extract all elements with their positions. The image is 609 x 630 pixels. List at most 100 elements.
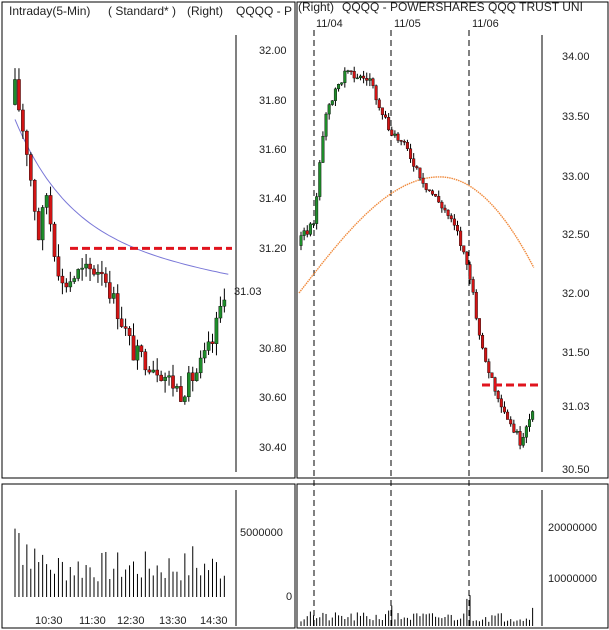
left-price-ticks: 32.00 31.80 31.60 31.40 31.20 31.03 30.8… (234, 45, 287, 454)
right-price-panel[interactable] (296, 1, 609, 479)
time-ticks: 10:30 11:30 12:30 13:30 14:30 (35, 615, 228, 627)
left-header-style: ( Standard* ) (108, 4, 176, 18)
left-candle-body (29, 154, 33, 181)
left-candle-body (13, 79, 17, 105)
right-candle-body (481, 334, 485, 349)
left-candle-body (171, 375, 175, 389)
left-candle-body (139, 345, 144, 352)
left-price-panel[interactable] (1, 1, 296, 479)
right-price-tick-1: 33.50 (562, 111, 590, 123)
right-candle-body (531, 411, 535, 420)
left-volume-panel[interactable] (1, 483, 296, 629)
right-candle-body (315, 196, 319, 224)
right-candle-body (434, 194, 438, 197)
right-volume-tick-1: 10000000 (548, 573, 597, 585)
right-candle-body (324, 113, 328, 137)
right-candle-body (337, 84, 341, 90)
left-candle-body (115, 293, 120, 320)
right-candle-body (412, 158, 416, 167)
right-candle-body (484, 347, 488, 362)
left-candle-body (127, 328, 132, 336)
right-candle-body (418, 167, 422, 179)
right-candle-body (362, 75, 366, 79)
right-candle-body (409, 148, 413, 159)
left-price-tick-8: 30.40 (259, 442, 287, 454)
right-candle-body (358, 75, 362, 79)
time-tick-1: 11:30 (79, 615, 106, 627)
left-volume-tick-0: 5000000 (240, 527, 283, 539)
right-price-tick-4: 32.00 (562, 288, 590, 300)
right-candle-body (477, 318, 481, 336)
left-candle-body (76, 269, 80, 279)
left-candle-body (135, 345, 140, 361)
right-candle-body (524, 426, 528, 438)
left-candle-body (21, 109, 25, 132)
left-header-interval: Intraday(5-Min) (9, 4, 90, 18)
right-candle-body (440, 201, 444, 209)
time-tick-2: 12:30 (117, 615, 145, 627)
right-candle-body (424, 183, 428, 190)
left-candle-body (100, 271, 104, 275)
right-candle-body (402, 141, 406, 143)
left-price-tick-3: 31.40 (259, 193, 287, 205)
right-candle-body (371, 78, 375, 86)
right-price-ticks: 34.00 33.50 33.00 32.50 32.00 31.50 31.0… (562, 51, 590, 476)
right-candle-body (421, 177, 425, 184)
left-candle-body (214, 317, 219, 344)
left-candle-body (104, 273, 108, 283)
date-label-1104: 11/04 (316, 18, 343, 30)
right-candles (299, 66, 535, 450)
left-price-tick-4: 31.20 (259, 243, 287, 255)
left-candle-body (92, 268, 96, 275)
right-candle-body (437, 196, 441, 203)
right-candle-body (355, 77, 359, 80)
right-candle-body (352, 71, 356, 79)
left-candle-body (84, 263, 88, 269)
right-candle-body (490, 372, 494, 378)
left-candle-body (88, 263, 92, 270)
right-ma-line (298, 176, 535, 294)
left-price-tick-1: 31.80 (259, 95, 287, 107)
right-volume-panel[interactable] (296, 483, 609, 629)
right-volume-tick-0: 20000000 (548, 522, 597, 534)
right-candle-body (327, 104, 331, 115)
left-candle-body (96, 271, 100, 275)
left-price-tick-6: 30.80 (259, 343, 287, 355)
right-candle-body (496, 391, 500, 399)
right-candle-body (465, 251, 469, 265)
left-candle-body (56, 256, 61, 277)
right-candle-body (374, 85, 378, 101)
right-candle-body (346, 70, 350, 72)
right-candle-body (427, 189, 431, 191)
right-candle-body (396, 133, 400, 141)
left-candle-body (147, 369, 152, 373)
left-candle-body (143, 351, 148, 371)
left-candle-body (198, 357, 203, 374)
left-candle-body (52, 223, 57, 257)
left-candle-body (167, 375, 171, 378)
right-candle-body (443, 207, 447, 211)
right-candle-body (343, 70, 347, 83)
left-candle-body (32, 180, 37, 212)
right-volume-bars (300, 595, 534, 626)
right-candle-body (446, 209, 450, 216)
left-header-axis: (Right) (187, 4, 223, 18)
left-candle-body (183, 396, 187, 402)
left-candle-body (107, 282, 112, 299)
right-candle-body (515, 431, 519, 433)
left-candle-body (218, 306, 223, 319)
left-candle-body (159, 374, 163, 381)
left-candle-body (151, 369, 156, 373)
right-candle-body (308, 223, 312, 235)
right-candle-body (330, 100, 334, 105)
left-candle-body (206, 341, 211, 351)
right-candle-body (393, 133, 397, 136)
right-candle-body (380, 107, 384, 116)
right-price-tick-2: 33.00 (562, 171, 590, 183)
left-candle-body (222, 299, 227, 307)
left-candle-body (190, 372, 195, 381)
right-candle-body (449, 215, 453, 220)
left-candle-body (68, 281, 73, 288)
